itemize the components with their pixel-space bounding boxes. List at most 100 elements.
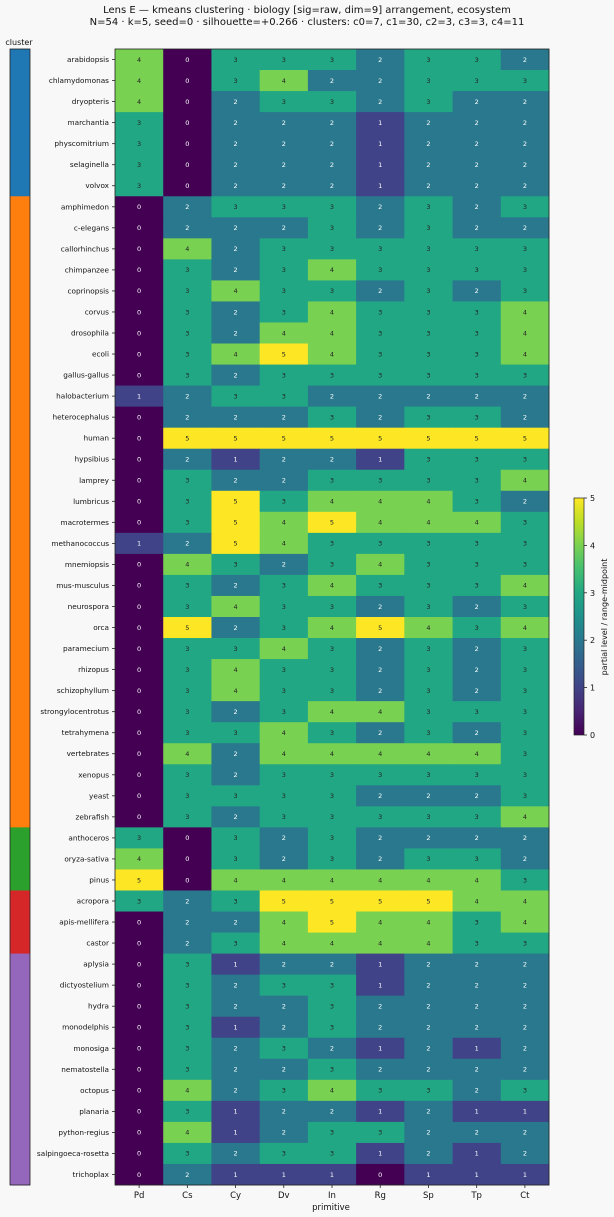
cell-value-label: 2 xyxy=(233,266,237,274)
cell-value-label: 1 xyxy=(378,456,382,464)
heatmap-cell xyxy=(356,574,405,597)
cell-value-label: 2 xyxy=(233,582,237,590)
heatmap-cell xyxy=(452,806,502,828)
cell-value-label: 1 xyxy=(378,960,382,968)
cell-value-label: 4 xyxy=(282,645,286,653)
cell-value-label: 3 xyxy=(475,266,479,274)
cell-value-label: 4 xyxy=(330,750,334,758)
heatmap-cell xyxy=(500,974,550,997)
heatmap-cell xyxy=(211,1058,261,1081)
row-label: mnemiopsis xyxy=(65,560,109,569)
heatmap-cell xyxy=(163,1016,212,1039)
heatmap-cell xyxy=(115,1079,164,1102)
cell-value-label: 4 xyxy=(233,687,237,695)
heatmap-cell xyxy=(500,175,550,197)
cell-value-label: 2 xyxy=(378,792,382,800)
cell-value-label: 3 xyxy=(426,477,430,485)
row-label: rhizopus xyxy=(78,665,109,674)
cell-value-label: 2 xyxy=(282,477,286,485)
cell-value-label: 0 xyxy=(137,960,141,968)
cell-value-label: 0 xyxy=(137,1171,141,1179)
cell-value-label: 3 xyxy=(426,77,430,85)
cell-value-label: 3 xyxy=(185,771,189,779)
heatmap-cell xyxy=(211,659,261,681)
heatmap-cell xyxy=(500,217,550,239)
heatmap-cell xyxy=(115,911,164,933)
cell-value-label: 0 xyxy=(137,1129,141,1137)
heatmap-cell xyxy=(452,70,502,92)
cell-value-label: 3 xyxy=(185,960,189,968)
cell-value-label: 2 xyxy=(282,224,286,232)
cluster-strip-segment xyxy=(10,911,30,933)
cell-value-label: 2 xyxy=(523,119,527,127)
cell-value-label: 2 xyxy=(233,624,237,632)
cell-value-label: 4 xyxy=(378,876,382,884)
cell-value-label: 2 xyxy=(475,182,479,190)
cluster-strip-segment xyxy=(10,785,30,807)
heatmap-cell xyxy=(259,217,309,239)
heatmap-cell xyxy=(211,848,261,870)
column-label: Sp xyxy=(423,1191,434,1201)
cell-value-label: 3 xyxy=(185,1108,189,1116)
cell-value-label: 0 xyxy=(137,813,141,821)
cell-value-label: 1 xyxy=(378,1045,382,1053)
heatmap-cell xyxy=(356,1058,405,1081)
heatmap-cell xyxy=(163,280,212,302)
cell-value-label: 3 xyxy=(426,266,430,274)
heatmap-cell xyxy=(115,469,164,492)
heatmap-cell xyxy=(115,1100,164,1123)
cell-value-label: 1 xyxy=(282,1171,286,1179)
cell-value-label: 2 xyxy=(282,1129,286,1137)
heatmap-cell xyxy=(404,364,453,386)
heatmap-cell xyxy=(500,890,550,912)
cell-value-label: 3 xyxy=(523,729,527,737)
heatmap-cell xyxy=(452,932,502,954)
cell-value-label: 0 xyxy=(137,245,141,253)
cell-value-label: 5 xyxy=(330,918,334,926)
heatmap-cell xyxy=(115,343,164,365)
cell-value-label: 2 xyxy=(475,603,479,611)
row-label: python-regius xyxy=(58,1128,109,1137)
cell-value-label: 2 xyxy=(523,834,527,842)
cell-value-label: 2 xyxy=(282,413,286,421)
heatmap-cell xyxy=(115,532,164,555)
cell-value-label: 3 xyxy=(426,413,430,421)
cell-value-label: 3 xyxy=(475,624,479,632)
cell-value-label: 3 xyxy=(378,266,382,274)
heatmap-cell xyxy=(163,595,212,618)
heatmap-cell xyxy=(452,532,502,555)
heatmap-cell xyxy=(211,764,261,786)
cell-value-label: 2 xyxy=(523,98,527,106)
row-label: arabidopsis xyxy=(67,55,109,64)
heatmap-cell xyxy=(259,532,309,555)
cell-value-label: 0 xyxy=(137,771,141,779)
cell-value-label: 3 xyxy=(426,224,430,232)
cell-value-label: 2 xyxy=(426,182,430,190)
cell-value-label: 3 xyxy=(378,308,382,316)
cluster-strip-segment xyxy=(10,743,30,765)
heatmap-cell xyxy=(404,1016,453,1039)
heatmap-cell xyxy=(211,827,261,849)
cell-value-label: 3 xyxy=(282,687,286,695)
heatmap-cell xyxy=(163,827,212,849)
heatmap-cell xyxy=(307,595,357,618)
cell-value-label: 0 xyxy=(137,729,141,737)
cell-value-label: 2 xyxy=(282,456,286,464)
cell-value-label: 3 xyxy=(475,498,479,506)
heatmap-cell xyxy=(307,91,357,113)
heatmap-cell xyxy=(115,638,164,660)
heatmap-cell xyxy=(259,827,309,849)
heatmap-cell xyxy=(163,49,212,71)
cluster-strip-segment xyxy=(10,259,30,281)
heatmap-cell xyxy=(163,1142,212,1165)
cell-value-label: 0 xyxy=(137,1024,141,1032)
heatmap-cell xyxy=(404,217,453,239)
cluster-strip-segment xyxy=(10,848,30,870)
cell-value-label: 0 xyxy=(185,140,189,148)
cell-value-label: 0 xyxy=(137,918,141,926)
row-label: methanococcus xyxy=(51,539,109,548)
cell-value-label: 3 xyxy=(523,771,527,779)
cell-value-label: 4 xyxy=(282,329,286,337)
cell-value-label: 1 xyxy=(378,981,382,989)
row-label: marchantia xyxy=(67,118,109,127)
